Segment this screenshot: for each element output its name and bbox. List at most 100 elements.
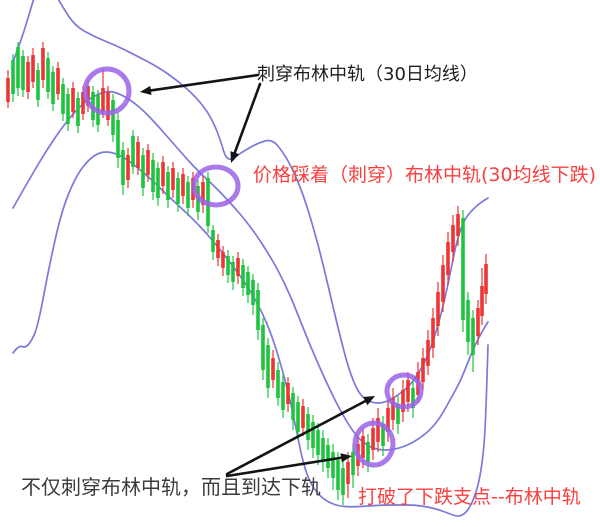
- candle: [351, 444, 355, 488]
- candle-body: [166, 172, 170, 200]
- candle: [121, 142, 125, 195]
- candle-body: [111, 100, 115, 135]
- candle: [341, 458, 345, 505]
- candle-body: [256, 290, 260, 330]
- candle: [171, 162, 175, 198]
- candle: [281, 375, 285, 418]
- arrow-shaft: [149, 73, 260, 92]
- annotation-pierce-middle-band: 刺穿布林中轨（30日均线）: [257, 64, 478, 85]
- candle-body: [151, 160, 155, 192]
- candle-body: [6, 78, 10, 102]
- annotation-price-steps-on-middle-band: 价格踩着（刺穿）布林中轨(30均线下跌): [253, 164, 597, 186]
- annotation-arrow: [140, 73, 260, 95]
- candle: [231, 256, 235, 290]
- arrow-head: [140, 85, 152, 95]
- candle-body: [136, 142, 140, 168]
- candle: [26, 56, 30, 99]
- candle: [166, 166, 170, 208]
- candle-body: [451, 225, 455, 252]
- candle: [391, 388, 395, 430]
- candle: [46, 52, 50, 99]
- candle-body: [161, 162, 165, 186]
- annotation-arrow: [225, 453, 352, 478]
- candle: [211, 225, 215, 260]
- candle-body: [16, 47, 20, 88]
- candle: [66, 88, 70, 131]
- candle-body: [291, 393, 295, 420]
- candle: [101, 68, 105, 118]
- candle-body: [331, 452, 335, 478]
- candle: [116, 112, 120, 168]
- candle-body: [126, 155, 130, 180]
- candle: [181, 168, 185, 204]
- candle-body: [480, 286, 484, 316]
- candle-body: [76, 98, 80, 126]
- candle: [411, 380, 415, 418]
- candle-body: [246, 272, 250, 295]
- candle-body: [421, 358, 425, 382]
- arrow-shaft: [225, 399, 367, 476]
- candle-body: [121, 150, 125, 185]
- candle-body: [321, 438, 325, 462]
- candle: [271, 350, 275, 388]
- candle-body: [156, 168, 160, 198]
- candle: [316, 423, 320, 465]
- candle: [480, 268, 484, 325]
- candle: [71, 82, 75, 118]
- candle-body: [396, 404, 400, 424]
- candle: [221, 246, 225, 276]
- bollinger-lower-band: [12, 151, 489, 517]
- candle: [16, 42, 20, 96]
- candle-body: [341, 468, 345, 495]
- candle-body: [31, 55, 35, 82]
- candle: [216, 234, 220, 266]
- candle: [126, 148, 130, 188]
- candle-body: [466, 300, 470, 342]
- candle: [106, 86, 110, 126]
- candle-body: [106, 92, 110, 120]
- candle-body: [316, 430, 320, 455]
- candle-body: [231, 262, 235, 282]
- candle-body: [171, 168, 175, 190]
- candle: [321, 430, 325, 472]
- candle-body: [216, 240, 220, 258]
- candle-body: [361, 436, 365, 458]
- candle-body: [471, 318, 475, 355]
- candle: [311, 415, 315, 458]
- candle: [436, 282, 440, 336]
- candle: [276, 362, 280, 406]
- annotation-break-downtrend-support: 打破了下跌支点--布林中轨: [358, 486, 581, 508]
- candle: [111, 94, 115, 142]
- candle-body: [436, 292, 440, 326]
- highlight-circle: [191, 164, 241, 208]
- candle: [484, 254, 488, 304]
- candle: [176, 172, 180, 212]
- candle: [376, 408, 380, 452]
- candle: [251, 274, 255, 315]
- candle-body: [296, 402, 300, 432]
- candle-body: [371, 428, 375, 450]
- candle-body: [81, 92, 85, 114]
- highlight-circle: [352, 420, 396, 468]
- candle: [346, 452, 350, 498]
- candle-body: [66, 94, 70, 124]
- arrow-shaft: [233, 82, 262, 154]
- candle-body: [41, 48, 45, 80]
- candle-body: [26, 62, 30, 92]
- highlight-circles-layer: [82, 66, 424, 468]
- candle-body: [51, 72, 55, 104]
- candle-body: [401, 390, 405, 412]
- candle-body: [406, 380, 410, 402]
- candle-body: [456, 214, 460, 236]
- candle-body: [351, 452, 355, 475]
- arrow-head: [230, 151, 240, 163]
- candle-body: [251, 280, 255, 305]
- candle: [451, 215, 455, 262]
- highlight-circle: [384, 372, 424, 410]
- candle-body: [61, 84, 65, 114]
- candle: [151, 153, 155, 200]
- candle-body: [326, 445, 330, 468]
- candle-body: [286, 383, 290, 404]
- candle-body: [271, 358, 275, 380]
